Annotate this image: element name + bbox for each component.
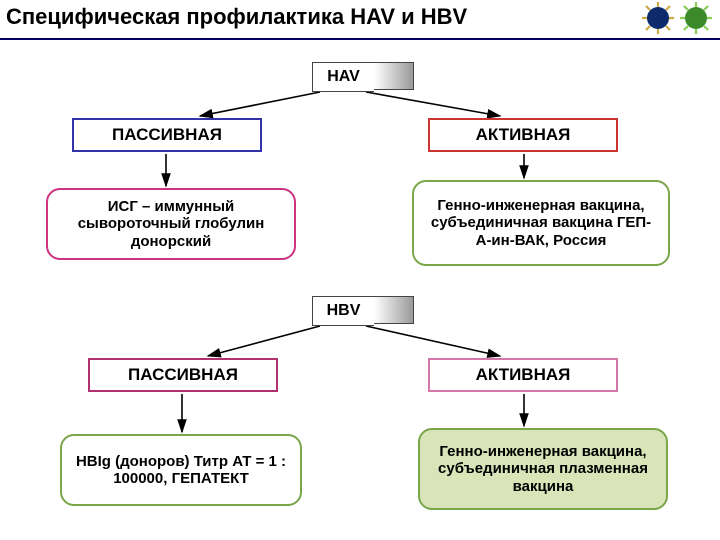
hav-isg-label: ИСГ – иммунный сывороточный глобулин дон… — [60, 198, 282, 250]
title-underline — [0, 38, 720, 40]
hav-passive: ПАССИВНАЯ — [72, 118, 262, 152]
hbv-passive-label: ПАССИВНАЯ — [128, 365, 238, 385]
hav-active-label: АКТИВНАЯ — [476, 125, 571, 145]
virus-icons — [640, 0, 714, 36]
hbv-root-gradient — [374, 296, 414, 324]
virus-icon-hbv — [640, 0, 676, 36]
hbv-genno: Генно-инженерная вакцина, субъединичная … — [418, 428, 668, 510]
hbv-active: АКТИВНАЯ — [428, 358, 618, 392]
hav-genno: Генно-инженерная вакцина, субъединичная … — [412, 180, 670, 266]
hav-root-gradient — [374, 62, 414, 90]
hbv-root: HBV — [312, 296, 374, 326]
hbv-passive: ПАССИВНАЯ — [88, 358, 278, 392]
hav-genno-label: Генно-инженерная вакцина, субъединичная … — [426, 197, 656, 249]
virus-icon-hav — [678, 0, 714, 36]
hav-root-label: HAV — [327, 68, 360, 86]
hav-passive-label: ПАССИВНАЯ — [112, 125, 222, 145]
hbv-root-label: HBV — [327, 302, 361, 320]
hav-root: HAV — [312, 62, 374, 92]
page-title: Специфическая профилактика HAV и HBV — [6, 4, 467, 30]
hbv-hbig-label: HBIg (доноров) Титр АТ = 1 : 100000, ГЕП… — [74, 453, 288, 488]
hav-active: АКТИВНАЯ — [428, 118, 618, 152]
hbv-hbig: HBIg (доноров) Титр АТ = 1 : 100000, ГЕП… — [60, 434, 302, 506]
hbv-active-label: АКТИВНАЯ — [476, 365, 571, 385]
hbv-genno-label: Генно-инженерная вакцина, субъединичная … — [432, 443, 654, 495]
hav-isg: ИСГ – иммунный сывороточный глобулин дон… — [46, 188, 296, 260]
